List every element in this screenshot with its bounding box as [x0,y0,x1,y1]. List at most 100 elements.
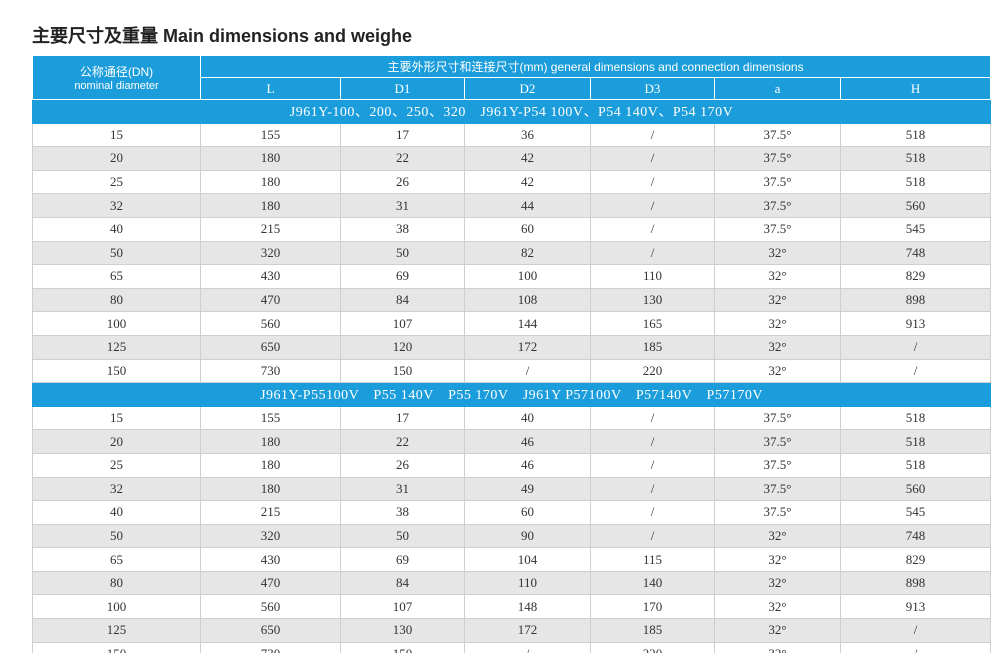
cell: 22 [340,429,465,454]
cell: 430 [200,547,341,572]
cell: 50 [32,523,201,549]
column-header: D2 [464,77,591,100]
cell: 36 [464,122,591,148]
cell: 320 [200,523,341,549]
cell: 32° [714,240,841,266]
cell: 37.5° [714,429,841,454]
data-row: 125 650 120 172 185 32° / [32,334,992,360]
section-label: J961Y-P55100V P55 140V P55 170V J961Y P5… [31,382,992,407]
cell: 155 [200,405,341,431]
cell: 120 [340,334,465,360]
cell: 518 [839,169,992,195]
cell: 37.5° [714,169,841,195]
cell: 180 [200,193,341,218]
cell: 215 [200,216,341,242]
cell: 31 [340,193,465,218]
cell: 32° [714,618,841,643]
cell: / [590,429,715,454]
cell: 185 [590,334,715,360]
cell: 125 [32,618,201,643]
column-header-row: L D1 D2 D3 a H [33,77,992,100]
cell: 46 [464,452,591,478]
column-header: a [714,77,841,100]
cell: 32° [714,547,841,572]
data-row: 50 320 50 90/32° 748 [32,523,992,549]
cell: 518 [839,429,992,454]
column-header: D3 [590,77,715,100]
cell: / [590,193,715,218]
dn-label-en: nominal diameter [74,80,159,92]
cell: 49 [464,476,591,502]
data-row: 20 180 22 46/37.5° 518 [32,429,992,454]
cell: 898 [839,570,992,596]
cell: 65 [32,547,201,572]
cell: 32° [714,334,841,360]
cell: 170 [590,594,715,620]
cell: 22 [340,146,465,171]
cell: 898 [839,287,992,313]
dimension-table: 公称通径(DN) nominal diameter 主要外形尺寸和连接尺寸(mm)… [31,55,992,653]
cell: 32° [714,523,841,549]
cell: 130 [590,287,715,313]
cell: 100 [32,311,201,336]
cell: 15 [32,122,201,148]
cell: / [464,358,591,384]
cell: 220 [590,641,715,653]
cell: 32° [714,264,841,289]
cell: 650 [200,618,341,643]
cell: 829 [839,264,992,289]
cell: / [839,358,992,384]
data-row: 15 155 17 40/37.5° 518 [32,405,992,431]
cell: 100 [464,264,591,289]
cell: 20 [32,146,201,171]
cell: 560 [839,476,992,502]
cell: / [839,641,992,653]
cell: 180 [200,169,341,195]
section-label: J961Y-100、200、250、320 J961Y-P54 100V、P54… [31,99,992,124]
data-row: 25 180 26 46/37.5° 518 [32,452,992,478]
cell: 37.5° [714,216,841,242]
cell: 518 [839,146,992,171]
section-row: J961Y-100、200、250、320 J961Y-P54 100V、P54… [31,99,992,124]
cell: 172 [464,334,591,360]
cell: 50 [340,523,465,549]
cell: 150 [32,358,201,384]
cell: 32° [714,358,841,384]
cell: 100 [32,594,201,620]
data-row: 25 180 26 42/37.5° 518 [32,169,992,195]
cell: / [590,523,715,549]
data-row: 20 180 22 42/37.5° 518 [32,146,992,171]
cell: 32° [714,594,841,620]
cell: 430 [200,264,341,289]
cell: 130 [340,618,465,643]
cell: 470 [200,287,341,313]
cell: 913 [839,311,992,336]
cell: 180 [200,476,341,502]
dn-header: 公称通径(DN) nominal diameter [32,55,201,100]
cell: 913 [839,594,992,620]
cell: / [839,334,992,360]
cell: 50 [32,240,201,266]
data-row: 80 470 84 110 140 32° 898 [32,570,992,596]
cell: 148 [464,594,591,620]
cell: 31 [340,476,465,502]
cell: 37.5° [714,452,841,478]
cell: 65 [32,264,201,289]
cell: 180 [200,429,341,454]
data-row: 15 155 17 36/37.5° 518 [32,122,992,148]
cell: 32 [32,193,201,218]
cell: 37.5° [714,476,841,502]
cell: 40 [464,405,591,431]
column-header: H [839,77,992,100]
cell: 37.5° [714,193,841,218]
data-row: 100 560 107 148 170 32° 913 [32,594,992,620]
data-row: 100 560 107 144 165 32° 913 [32,311,992,336]
cell: 748 [839,240,992,266]
cell: 518 [839,122,992,148]
cell: 20 [32,429,201,454]
cell: 25 [32,452,201,478]
cell: 37.5° [714,500,841,525]
cell: 150 [32,641,201,653]
